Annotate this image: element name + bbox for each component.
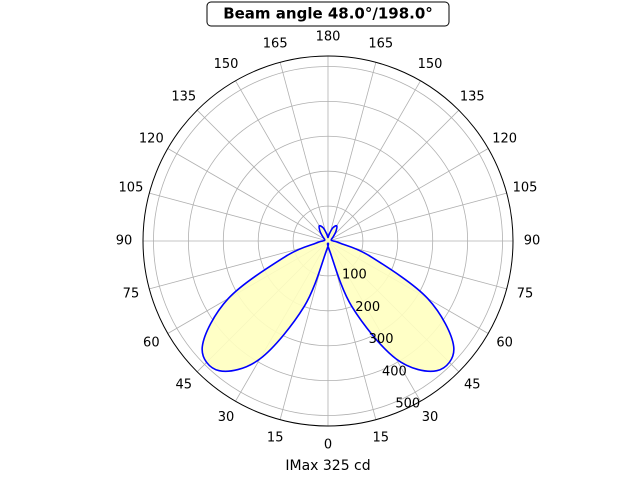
angle-tick-label: 15 xyxy=(373,431,390,446)
polar-frame xyxy=(142,55,514,427)
angle-tick-label: 45 xyxy=(464,378,481,393)
radial-tick-label: 100 xyxy=(342,268,367,283)
grid-spoke xyxy=(327,192,507,242)
chart-title: Beam angle 48.0°/198.0° xyxy=(223,5,433,23)
angle-tick-label: 0 xyxy=(324,438,332,453)
angle-tick-label: 150 xyxy=(214,57,239,72)
angle-tick-label: 150 xyxy=(418,57,443,72)
plot xyxy=(142,55,514,427)
radial-tick-label: 300 xyxy=(369,332,394,347)
title-box: Beam angle 48.0°/198.0° xyxy=(206,1,450,27)
grid-spoke xyxy=(327,109,460,242)
radial-tick-label: 400 xyxy=(382,364,407,379)
angle-tick-label: 165 xyxy=(368,36,393,51)
angle-tick-label: 120 xyxy=(139,132,164,147)
angle-tick-label: 60 xyxy=(143,336,160,351)
title-frame xyxy=(206,1,450,27)
angle-tick-label: 165 xyxy=(263,36,288,51)
angle-tick-label: 105 xyxy=(119,181,144,196)
grid-spoke xyxy=(279,62,329,242)
grid-spoke xyxy=(196,109,329,242)
grid-spoke xyxy=(149,192,329,242)
angle-tick-label: 90 xyxy=(524,234,541,249)
grid-spoke xyxy=(327,148,489,242)
grid-spoke xyxy=(167,148,329,242)
intensity-curve xyxy=(201,224,455,373)
angle-tick-label: 75 xyxy=(123,286,140,301)
grid-spoke xyxy=(327,80,421,242)
angle-tick-label: 105 xyxy=(513,181,538,196)
radial-tick-label: 200 xyxy=(355,300,380,315)
angle-tick-label: 180 xyxy=(316,30,341,45)
grid-spoke xyxy=(235,80,329,242)
angle-tick-label: 135 xyxy=(171,89,196,104)
x-axis-label: IMax 325 cd xyxy=(285,458,370,474)
angle-tick-label: 30 xyxy=(422,410,439,425)
angle-tick-label: 45 xyxy=(175,378,192,393)
angle-tick-label: 120 xyxy=(492,132,517,147)
angle-tick-label: 30 xyxy=(218,410,235,425)
angle-tick-label: 60 xyxy=(496,336,513,351)
angle-tick-label: 75 xyxy=(517,286,534,301)
radial-tick-label: 500 xyxy=(395,397,420,412)
angle-tick-label: 90 xyxy=(116,234,133,249)
grid-spoke xyxy=(327,62,377,242)
angle-tick-label: 135 xyxy=(460,89,485,104)
angle-tick-label: 15 xyxy=(267,431,284,446)
